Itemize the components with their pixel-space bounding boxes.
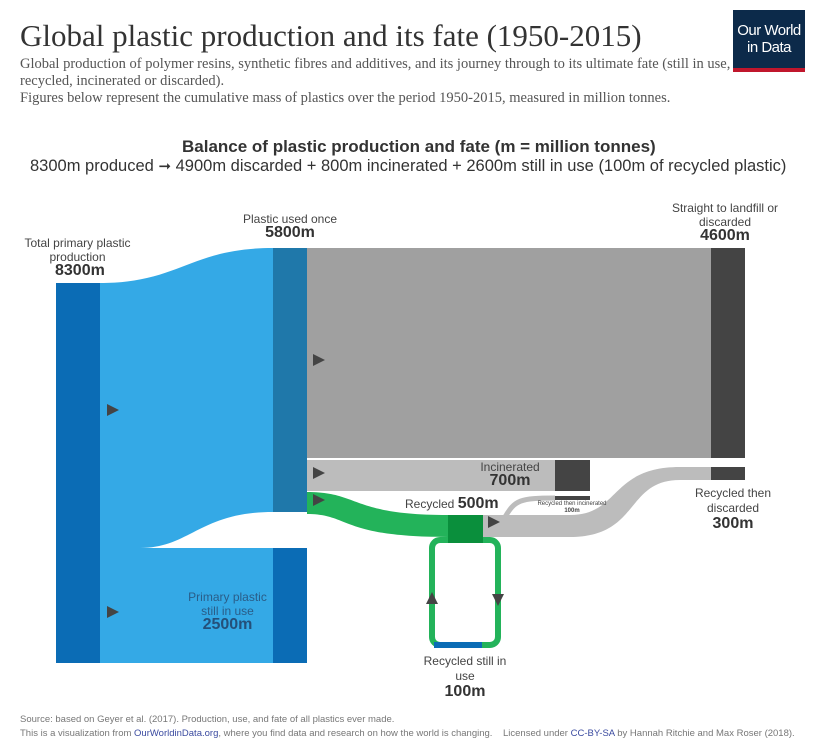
label-landfill: Straight to landfill or discarded 4600m — [660, 201, 790, 244]
owid-link[interactable]: OurWorldinData.org — [134, 728, 219, 739]
arrow-right-icon: ➞ — [158, 158, 172, 175]
subtitle-line: Figures below represent the cumulative m… — [20, 90, 671, 106]
source-note: Source: based on Geyer et al. (2017). Pr… — [20, 714, 395, 725]
flow-recycled-incinerated — [502, 495, 556, 519]
flow-recycled — [307, 492, 448, 537]
label-incinerated: Incinerated 700m — [470, 460, 570, 489]
arrow-right-icon — [107, 606, 119, 618]
label-recycled-incinerated: Recycled then incinerated 100m — [522, 501, 622, 515]
balance-equation: 8300m produced ➞ 4900m discarded + 800m … — [30, 157, 786, 176]
flow-to-incinerated — [307, 460, 555, 491]
node-incinerated — [555, 460, 590, 491]
label-primary-in-use: Primary plastic still in use 2500m — [180, 590, 275, 633]
footer-line: This is a visualization from OurWorldinD… — [20, 727, 795, 741]
node-recycled-in-use — [434, 642, 482, 648]
subtitle-line: Global production of polymer resins, syn… — [20, 56, 731, 89]
arrow-right-icon — [313, 354, 325, 366]
page-title: Global plastic production and its fate (… — [20, 18, 642, 53]
license-link[interactable]: CC-BY-SA — [570, 728, 615, 739]
node-value: 300m — [712, 515, 754, 532]
label-recycled-discarded: Recycled then discarded 300m — [688, 486, 778, 532]
flow-primary-to-used — [100, 248, 273, 548]
node-recycled — [448, 515, 483, 537]
node-label: Recycled still in use — [423, 654, 507, 683]
footer-text: by Hannah Ritchie and Max Roser (2018). — [614, 728, 795, 739]
node-label: Incinerated — [480, 460, 540, 474]
node-value: 500m — [457, 495, 499, 512]
node-value: 4600m — [700, 227, 750, 244]
owid-logo[interactable]: Our World in Data — [733, 10, 805, 72]
logo-line: in Data — [746, 39, 792, 56]
node-used-once — [273, 248, 307, 512]
flow-to-landfill — [307, 248, 711, 458]
node-value: 8300m — [55, 262, 105, 279]
footer-text: This is a visualization from — [20, 728, 135, 739]
node-label: Recycled then discarded — [694, 486, 772, 515]
footer-text: , where you find data and research on ho… — [218, 728, 571, 739]
node-label: Total primary plastic production — [24, 236, 131, 264]
node-recycled-incinerated — [555, 496, 590, 500]
balance-right: 4900m discarded + 800m incinerated + 260… — [175, 157, 787, 175]
node-value: 700m — [489, 472, 531, 489]
arrow-right-icon — [313, 494, 325, 506]
node-value: 5800m — [265, 224, 315, 241]
node-recycled-bar — [448, 537, 483, 543]
arrow-right-icon — [313, 467, 325, 479]
label-primary: Total primary plastic production 8300m — [15, 236, 140, 279]
node-label: Plastic used once — [242, 212, 338, 226]
arrow-right-icon — [107, 404, 119, 416]
arrow-down-icon — [492, 594, 504, 606]
label-recycled-in-use: Recycled still in use 100m — [420, 654, 510, 700]
flow-recycled-loop — [429, 537, 501, 648]
flow-recycled-discarded — [483, 467, 711, 537]
logo-line: Our World — [737, 22, 801, 39]
footer: Source: based on Geyer et al. (2017). Pr… — [20, 713, 795, 741]
arrow-right-icon — [488, 516, 500, 528]
label-recycled: Recycled 500m — [405, 495, 499, 512]
node-primary — [56, 283, 100, 663]
node-primary-in-use — [273, 548, 307, 663]
label-used-once: Plastic used once 5800m — [225, 212, 355, 241]
node-label: Recycled then incinerated — [537, 501, 607, 507]
subtitle: Global production of polymer resins, syn… — [20, 56, 750, 107]
node-recycled-discarded — [711, 467, 745, 480]
node-value: 100m — [444, 683, 486, 700]
node-landfill — [711, 248, 745, 458]
flow-primary-to-in-use — [100, 548, 273, 663]
node-value: 100m — [564, 508, 580, 514]
arrow-icons — [107, 354, 504, 618]
balance-title: Balance of plastic production and fate (… — [182, 137, 656, 156]
balance-left: 8300m produced — [30, 157, 154, 175]
node-label: Recycled — [405, 497, 455, 511]
arrow-up-icon — [426, 592, 438, 604]
node-label: Primary plastic still in use — [188, 590, 267, 618]
node-label: Straight to landfill or discarded — [671, 201, 779, 229]
node-value: 2500m — [202, 616, 253, 633]
